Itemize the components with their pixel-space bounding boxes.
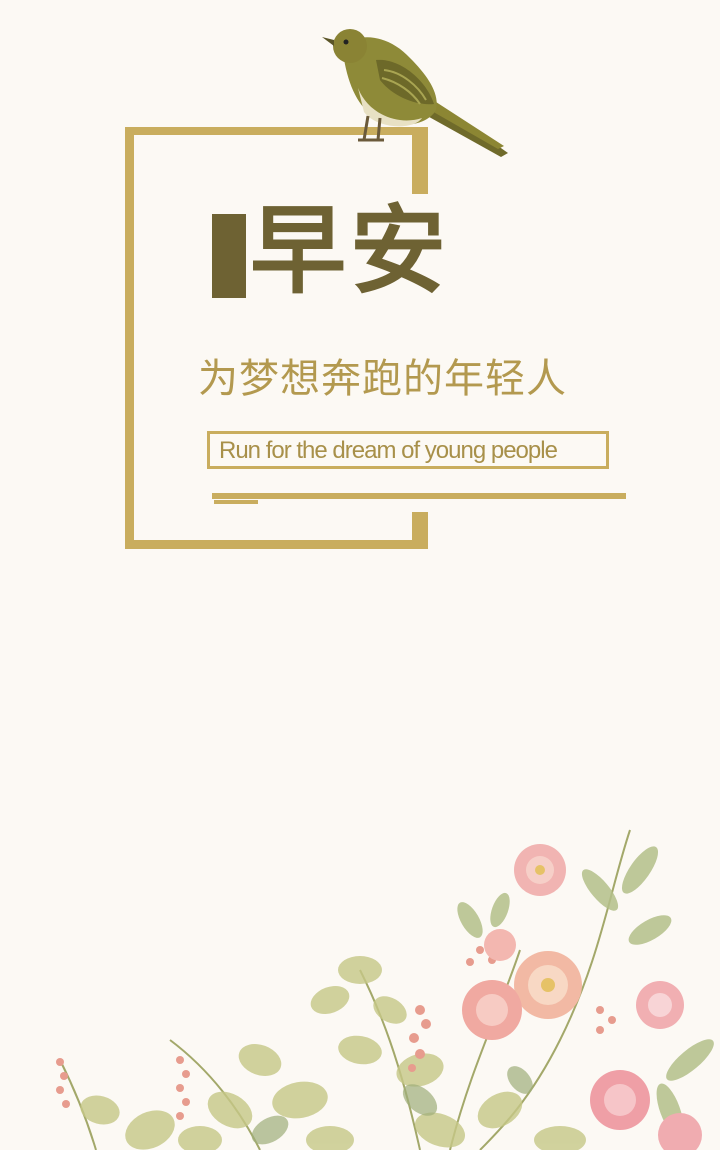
- divider-long: [212, 493, 626, 499]
- subtitle: 为梦想奔跑的年轻人: [198, 356, 567, 402]
- frame-left: [125, 127, 134, 549]
- bird-icon: [322, 29, 508, 157]
- frame-top: [125, 127, 428, 135]
- divider-short: [214, 500, 258, 504]
- subtitle-en-box: [207, 431, 609, 469]
- subtitle-en: Run for the dream of young people: [219, 437, 558, 464]
- title-accent-bar: [212, 214, 246, 298]
- page-title: 早安: [250, 195, 450, 307]
- frame-right-upper: [412, 127, 428, 194]
- frame-right-lower: [412, 512, 428, 549]
- frame-bottom: [125, 540, 428, 549]
- flowers-icon: [56, 829, 714, 1150]
